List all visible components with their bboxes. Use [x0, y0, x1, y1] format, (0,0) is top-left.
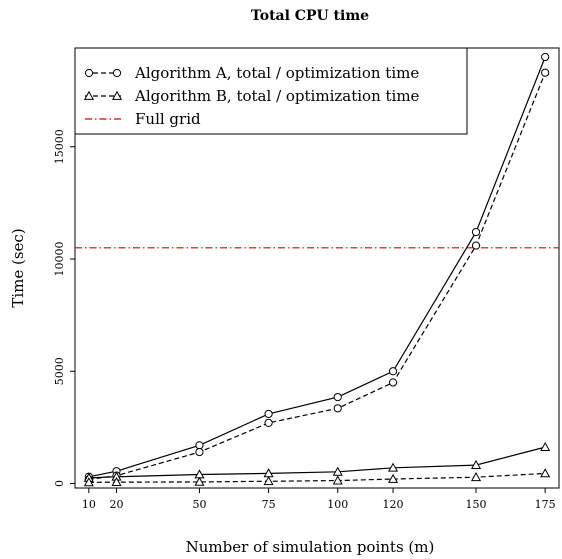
circle-point [264, 418, 273, 427]
series-line-1 [88, 56, 546, 478]
chart-title: Total CPU time [251, 8, 369, 24]
x-tick-label: 20 [109, 498, 123, 511]
x-axis-label: Number of simulation points (m) [186, 538, 435, 556]
triangle-point [470, 471, 482, 482]
x-tick-label: 120 [383, 498, 404, 511]
circle-point [84, 68, 94, 78]
triangle-point [388, 473, 399, 483]
triangle-point [83, 90, 95, 100]
x-tick-label: 10 [82, 498, 96, 511]
legend-box [74, 47, 468, 135]
triangle-point [332, 475, 343, 485]
y-tick-label: 0 [53, 480, 66, 487]
x-tick-label: 75 [262, 498, 276, 511]
legend-label: Algorithm A, total / optimization time [134, 64, 419, 82]
y-tick-label: 5000 [53, 357, 66, 385]
series-line-4 [88, 472, 546, 483]
circle-point [333, 392, 342, 402]
circle-point [264, 409, 273, 419]
y-tick-label: 10000 [53, 242, 66, 277]
x-tick-label: 175 [535, 498, 556, 511]
triangle-point [263, 476, 274, 486]
series-line-2 [88, 72, 546, 481]
x-tick-label: 100 [327, 498, 348, 511]
triangle-point [194, 476, 205, 486]
circle-point [471, 241, 481, 250]
legend-label: Algorithm B, total / optimization time [134, 87, 420, 105]
circle-point [333, 404, 342, 413]
circle-point [195, 441, 204, 450]
circle-point [388, 378, 398, 387]
triangle-point [540, 468, 551, 478]
triangle-point [332, 466, 343, 476]
x-tick-label: 150 [466, 498, 487, 511]
circle-point [388, 367, 398, 376]
triangle-point [388, 462, 399, 472]
legend: Algorithm A, total / optimization time Al… [74, 47, 468, 135]
triangle-point [111, 476, 122, 487]
circle-point [471, 227, 481, 237]
legend-label: Full grid [135, 110, 201, 128]
triangle-point [470, 459, 482, 469]
triangle-point [83, 477, 94, 487]
triangle-point [111, 90, 123, 100]
circle-point [195, 447, 204, 457]
y-axis-label: Time (sec) [9, 228, 27, 307]
circle-point [541, 68, 550, 77]
circle-point [112, 68, 122, 78]
x-tick-label: 50 [192, 498, 206, 511]
y-tick-label: 15000 [53, 129, 66, 164]
triangle-point [540, 441, 551, 452]
series-line-3 [88, 446, 546, 479]
circle-point [541, 52, 550, 62]
